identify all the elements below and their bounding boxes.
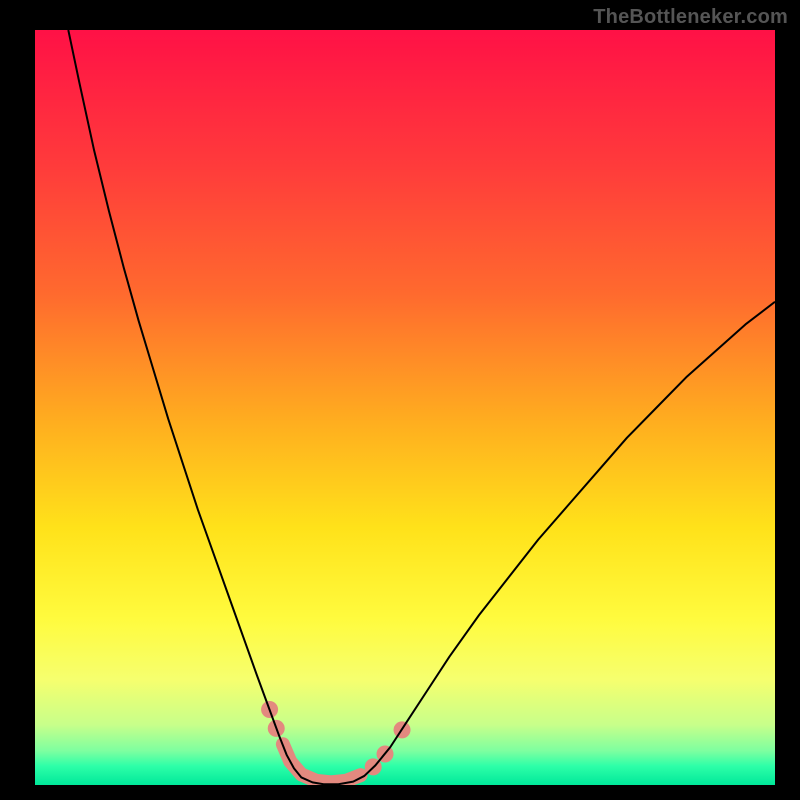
chart-svg: [35, 30, 775, 785]
plot-background: [35, 30, 775, 785]
page-root: TheBottleneker.com: [0, 0, 800, 800]
attribution-text: TheBottleneker.com: [593, 6, 788, 29]
chart-plot-area: [35, 30, 775, 785]
